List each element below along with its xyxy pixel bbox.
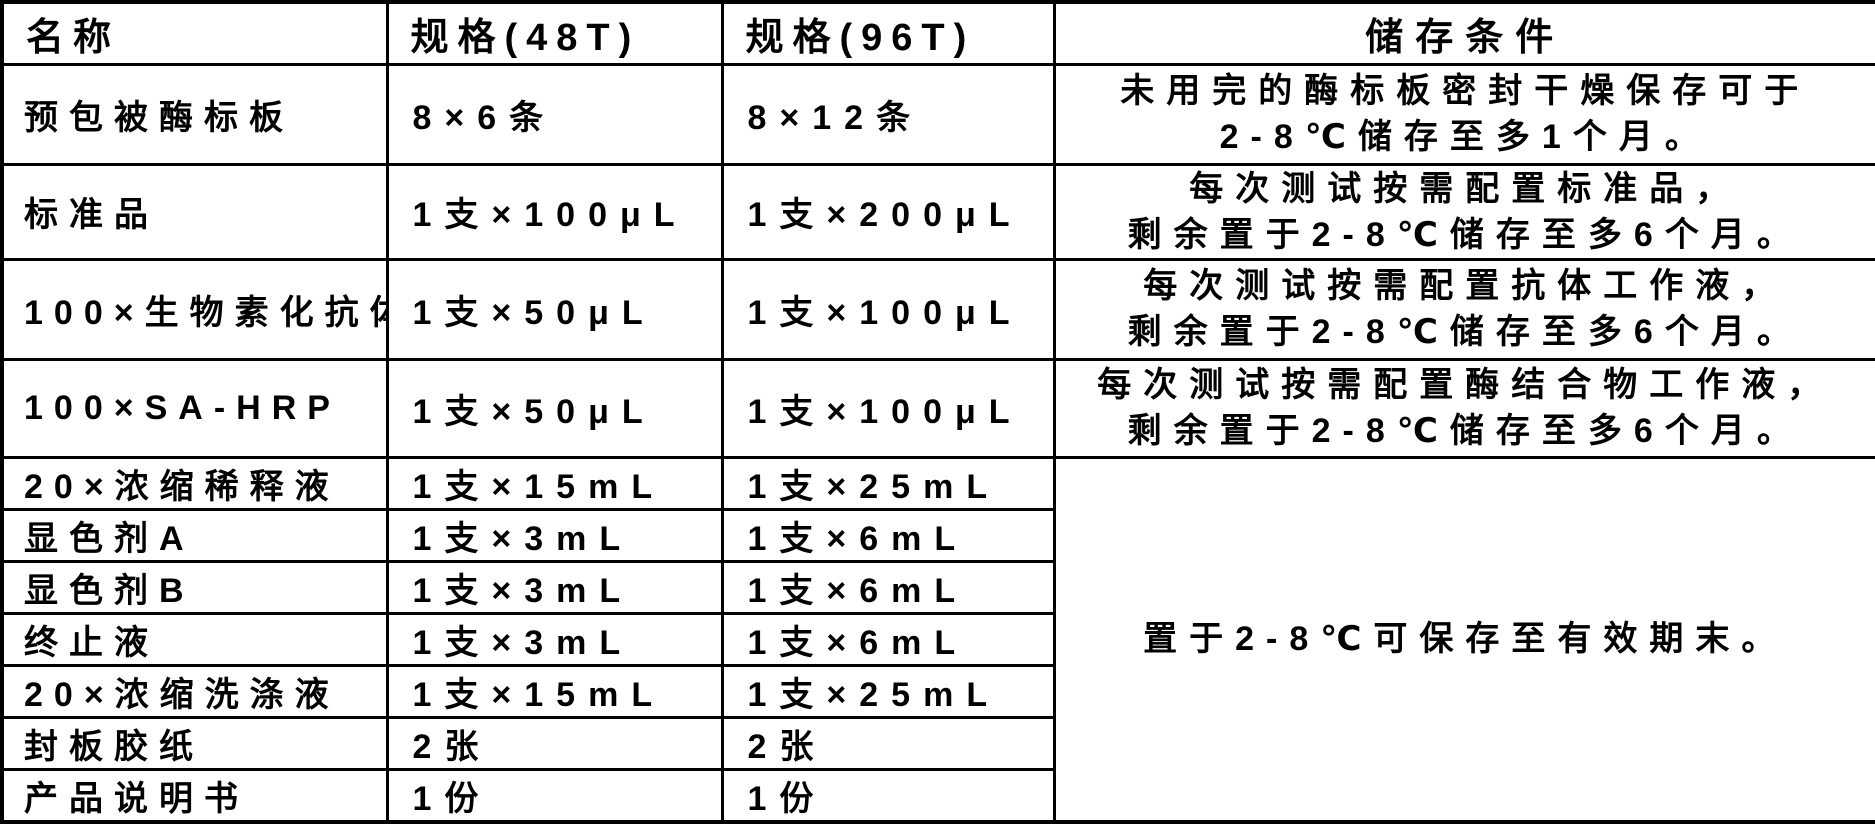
spec-96t-value: 8×12条	[722, 64, 1054, 164]
storage-line-1: 每次测试按需配置抗体工作液，	[1056, 263, 1875, 309]
spec-96t-value: 1支×6mL	[722, 613, 1054, 665]
spec-96t-value: 1支×100μL	[722, 259, 1054, 359]
component-name: 20×浓缩稀释液	[2, 457, 387, 509]
header-storage-conditions: 储存条件	[1054, 2, 1875, 64]
storage-line-2: 剩余置于2-8℃储存至多6个月。	[1056, 408, 1875, 454]
spec-48t-value: 1支×100μL	[387, 164, 722, 259]
table-row: 标准品 1支×100μL 1支×200μL 每次测试按需配置标准品， 剩余置于2…	[2, 164, 1875, 259]
storage-condition: 每次测试按需配置抗体工作液， 剩余置于2-8℃储存至多6个月。	[1054, 259, 1875, 359]
spec-48t-value: 1支×15mL	[387, 665, 722, 717]
storage-condition: 每次测试按需配置标准品， 剩余置于2-8℃储存至多6个月。	[1054, 164, 1875, 259]
component-name: 预包被酶标板	[2, 64, 387, 164]
header-name: 名称	[2, 2, 387, 64]
spec-48t-value: 1支×15mL	[387, 457, 722, 509]
spec-48t-value: 1支×50μL	[387, 259, 722, 359]
spec-48t-value: 8×6条	[387, 64, 722, 164]
header-spec-48t: 规格(48T)	[387, 2, 722, 64]
spec-96t-value: 1份	[722, 769, 1054, 822]
storage-line-2: 剩余置于2-8℃储存至多6个月。	[1056, 212, 1875, 258]
component-name: 显色剂B	[2, 561, 387, 613]
table-row: 20×浓缩稀释液 1支×15mL 1支×25mL 置于2-8℃可保存至有效期末。	[2, 457, 1875, 509]
table-row: 100×SA-HRP 1支×50μL 1支×100μL 每次测试按需配置酶结合物…	[2, 359, 1875, 457]
spec-96t-value: 1支×6mL	[722, 509, 1054, 561]
spec-96t-value: 1支×100μL	[722, 359, 1054, 457]
component-name: 20×浓缩洗涤液	[2, 665, 387, 717]
spec-48t-value: 1支×3mL	[387, 613, 722, 665]
storage-condition: 未用完的酶标板密封干燥保存可于 2-8℃储存至多1个月。	[1054, 64, 1875, 164]
storage-line-1: 未用完的酶标板密封干燥保存可于	[1056, 68, 1875, 114]
table-row: 100×生物素化抗体 1支×50μL 1支×100μL 每次测试按需配置抗体工作…	[2, 259, 1875, 359]
storage-merged-text: 置于2-8℃可保存至有效期末。	[1056, 616, 1875, 662]
storage-line-1: 每次测试按需配置标准品，	[1056, 166, 1875, 212]
component-name: 标准品	[2, 164, 387, 259]
spec-96t-value: 1支×25mL	[722, 665, 1054, 717]
spec-96t-value: 2张	[722, 717, 1054, 769]
component-name: 100×生物素化抗体	[2, 259, 387, 359]
header-row: 名称 规格(48T) 规格(96T) 储存条件	[2, 2, 1875, 64]
storage-line-1: 每次测试按需配置酶结合物工作液，	[1056, 362, 1875, 408]
spec-48t-value: 1支×50μL	[387, 359, 722, 457]
component-name: 100×SA-HRP	[2, 359, 387, 457]
component-name: 产品说明书	[2, 769, 387, 822]
header-spec-96t: 规格(96T)	[722, 2, 1054, 64]
component-name: 终止液	[2, 613, 387, 665]
spec-48t-value: 1份	[387, 769, 722, 822]
spec-96t-value: 1支×6mL	[722, 561, 1054, 613]
spec-96t-value: 1支×25mL	[722, 457, 1054, 509]
storage-condition-merged: 置于2-8℃可保存至有效期末。	[1054, 457, 1875, 822]
spec-48t-value: 1支×3mL	[387, 509, 722, 561]
spec-48t-value: 1支×3mL	[387, 561, 722, 613]
storage-line-2: 剩余置于2-8℃储存至多6个月。	[1056, 309, 1875, 355]
component-name: 显色剂A	[2, 509, 387, 561]
component-name: 封板胶纸	[2, 717, 387, 769]
storage-line-2: 2-8℃储存至多1个月。	[1056, 114, 1875, 160]
table-row: 预包被酶标板 8×6条 8×12条 未用完的酶标板密封干燥保存可于 2-8℃储存…	[2, 64, 1875, 164]
spec-96t-value: 1支×200μL	[722, 164, 1054, 259]
spec-48t-value: 2张	[387, 717, 722, 769]
storage-condition: 每次测试按需配置酶结合物工作液， 剩余置于2-8℃储存至多6个月。	[1054, 359, 1875, 457]
